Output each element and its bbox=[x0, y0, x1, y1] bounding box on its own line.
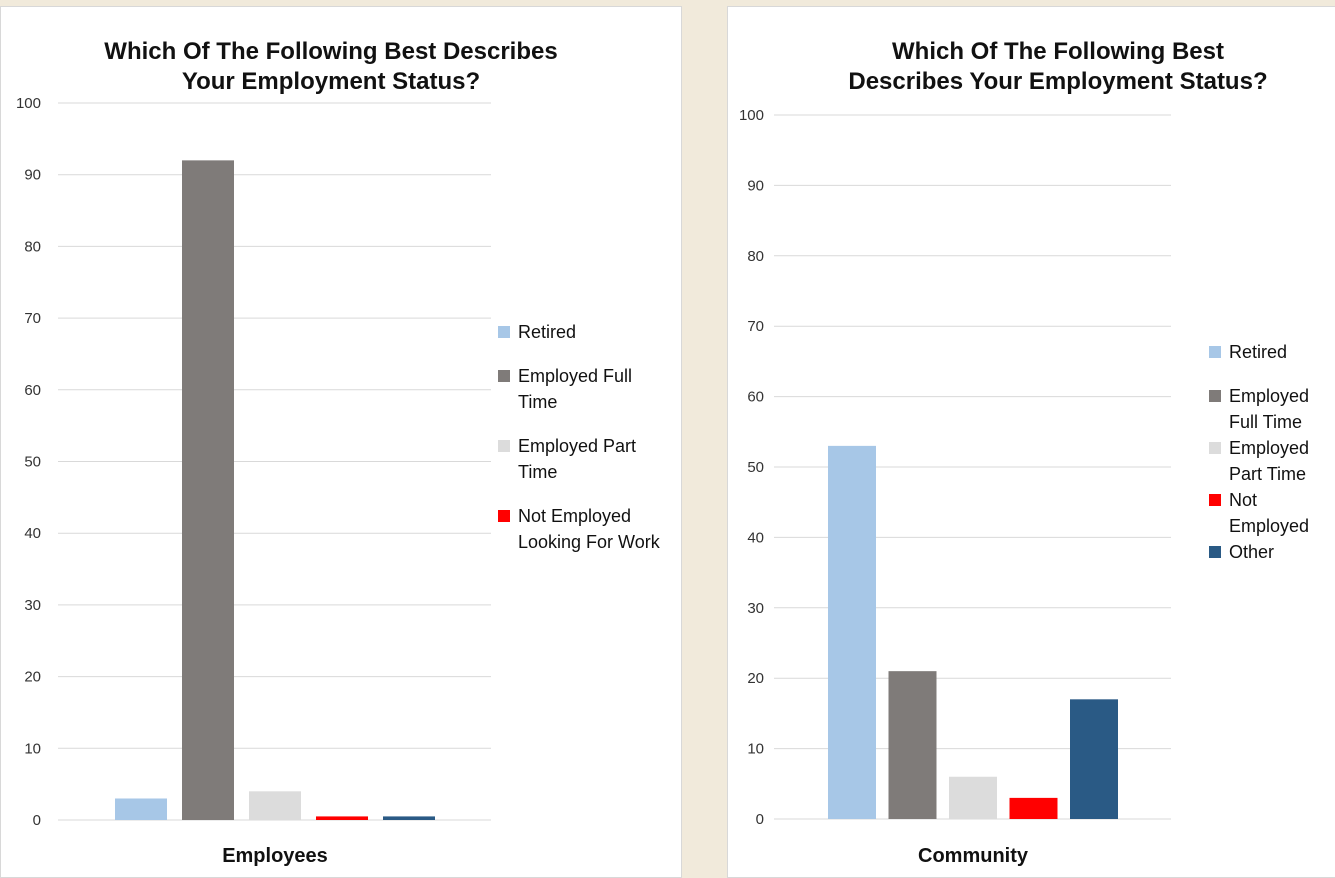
community-legend-swatch bbox=[1209, 494, 1221, 506]
community-legend: Retired Employed Full Time Employed Part T… bbox=[1209, 339, 1334, 565]
community-legend-label: Other bbox=[1229, 542, 1275, 562]
community-legend-item: Employed Full Time bbox=[1209, 383, 1334, 435]
employees-bar-employed-full-time bbox=[182, 160, 234, 821]
community-legend-swatch bbox=[1209, 390, 1221, 402]
employees-legend-label: Employed Part Time bbox=[518, 436, 637, 482]
community-bar-employed-full-time bbox=[888, 671, 937, 819]
employees-bar-retired bbox=[115, 798, 167, 820]
employees-y-tick-label: 90 bbox=[24, 167, 41, 184]
employees-legend-label: Employed Full Time bbox=[518, 366, 633, 412]
employees-y-tick-label: 30 bbox=[24, 597, 41, 614]
employees-y-tick-label: 20 bbox=[24, 669, 41, 686]
community-legend-item: Other bbox=[1209, 539, 1334, 565]
community-chart-title: Which Of The Following Best Describes Yo… bbox=[848, 38, 1268, 95]
employees-bar-series-5 bbox=[383, 816, 435, 820]
employees-chart-panel: 0 10 20 30 40 50 60 70 80 90 100 Employees Which Of… bbox=[0, 6, 682, 878]
employees-legend-swatch bbox=[498, 440, 510, 452]
employees-y-tick-label: 60 bbox=[24, 382, 41, 399]
community-legend-swatch bbox=[1209, 546, 1221, 558]
community-legend-label: Employed Full Time bbox=[1229, 386, 1310, 432]
employees-y-tick-label: 50 bbox=[24, 454, 41, 471]
employees-y-tick-label: 80 bbox=[24, 238, 41, 255]
employees-legend-label: Retired bbox=[518, 322, 577, 342]
employees-y-tick-label: 10 bbox=[24, 740, 41, 757]
community-legend-item: Not Employed bbox=[1209, 487, 1334, 539]
community-category-label: Community bbox=[918, 845, 1029, 867]
community-legend-item: Retired bbox=[1209, 339, 1334, 365]
community-y-tick-label: 10 bbox=[747, 741, 764, 758]
community-y-tick-label: 0 bbox=[756, 811, 764, 828]
community-legend-label: Employed Part Time bbox=[1229, 438, 1310, 484]
community-legend-label: Retired bbox=[1229, 342, 1288, 362]
employees-y-tick-label: 70 bbox=[24, 310, 41, 327]
employees-legend-swatch bbox=[498, 326, 510, 338]
community-legend-swatch bbox=[1209, 442, 1221, 454]
employees-legend-item: Employed Full Time bbox=[498, 363, 668, 415]
community-y-tick-label: 40 bbox=[747, 529, 764, 546]
community-bar-retired bbox=[828, 445, 876, 819]
employees-legend-item: Employed Part Time bbox=[498, 433, 668, 485]
community-y-tick-label: 80 bbox=[747, 248, 764, 265]
employees-chart-title: Which Of The Following Best Describes Yo… bbox=[104, 38, 558, 95]
community-y-tick-label: 60 bbox=[747, 389, 764, 406]
employees-bar-not-employed-looking-for-work bbox=[316, 816, 368, 820]
employees-legend-label: Not Employed Looking For Work bbox=[518, 506, 660, 552]
employees-bar-employed-part-time bbox=[249, 791, 301, 820]
employees-chart: 0 10 20 30 40 50 60 70 80 90 100 Employees bbox=[16, 95, 491, 867]
employees-legend-item: Retired bbox=[498, 319, 668, 345]
community-legend-swatch bbox=[1209, 346, 1221, 358]
community-bar-not-employed bbox=[1009, 797, 1058, 819]
community-bar-employed-part-time bbox=[949, 776, 997, 819]
employees-legend-swatch bbox=[498, 510, 510, 522]
community-y-tick-label: 100 bbox=[739, 107, 764, 124]
employees-y-tick-label: 100 bbox=[16, 95, 41, 112]
employees-y-tick-label: 40 bbox=[24, 525, 41, 542]
employees-y-tick-label: 0 bbox=[33, 812, 41, 829]
community-y-tick-label: 90 bbox=[747, 177, 764, 194]
community-bar-other bbox=[1070, 699, 1118, 819]
community-legend-item: Employed Part Time bbox=[1209, 435, 1334, 487]
community-y-tick-label: 70 bbox=[747, 318, 764, 335]
employees-legend-swatch bbox=[498, 370, 510, 382]
community-y-tick-label: 20 bbox=[747, 670, 764, 687]
community-legend-label: Not Employed bbox=[1229, 490, 1310, 536]
community-chart-panel: 0 10 20 30 40 50 60 70 80 90 100 Community Which Of… bbox=[727, 6, 1335, 878]
employees-category-label: Employees bbox=[222, 845, 328, 867]
community-y-tick-label: 50 bbox=[747, 459, 764, 476]
community-y-tick-label: 30 bbox=[747, 600, 764, 617]
employees-legend: Retired Employed Full Time Employed Part T… bbox=[498, 319, 668, 573]
employees-legend-item: Not Employed Looking For Work bbox=[498, 503, 668, 555]
community-chart: 0 10 20 30 40 50 60 70 80 90 100 Community bbox=[739, 107, 1171, 867]
